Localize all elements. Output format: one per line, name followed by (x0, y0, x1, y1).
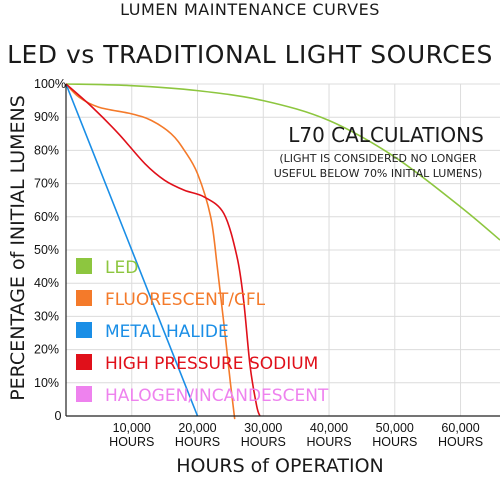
legend-label-metal-halide: METAL HALIDE (105, 322, 229, 342)
legend: LED FLUORESCENT/CFL METAL HALIDE HIGH PRESS… (76, 258, 329, 406)
x-tick-unit: HOURS (241, 435, 286, 449)
x-tick-label: 10,000 (113, 421, 151, 435)
y-axis-title: PERCENTAGE of INITIAL LUMENS (7, 95, 29, 401)
x-tick-label: 40,000 (310, 421, 348, 435)
legend-label-led: LED (105, 258, 138, 278)
axes (65, 84, 500, 417)
l70-annotation-title: L70 CALCULATIONS (288, 123, 484, 147)
legend-swatch-halogen-incandescent (76, 386, 92, 402)
x-axis-title: HOURS of OPERATION (176, 455, 384, 477)
y-tick-label: 90% (34, 110, 59, 124)
series-line-high-pressure-sodium (65, 83, 261, 417)
x-tick-unit: HOURS (438, 435, 483, 449)
y-tick-label: 60% (34, 210, 59, 224)
y-tick-label: 30% (34, 309, 59, 323)
x-tick-label: 20,000 (178, 421, 216, 435)
legend-label-halogen-incandescent: HALOGEN/INCANDESCENT (105, 386, 329, 406)
legend-label-fluorescent-cfl: FLUORESCENT/CFL (105, 290, 266, 310)
l70-annotation-line1: (LIGHT IS CONSIDERED NO LONGER (279, 152, 477, 165)
x-tick-label: 30,000 (244, 421, 282, 435)
chart-title-line2: LED vs TRADITIONAL LIGHT SOURCES (7, 40, 493, 69)
y-tick-labels: 100% 90% 80% 70% 60% 50% 40% 30% 20% 10% 0 (34, 77, 66, 423)
y-tick-label: 10% (34, 376, 59, 390)
y-tick-label: 40% (34, 276, 59, 290)
chart-title-line1: LUMEN MAINTENANCE CURVES (120, 0, 380, 19)
y-tick-label: 50% (34, 243, 59, 257)
x-tick-unit: HOURS (306, 435, 351, 449)
y-tick-label: 100% (34, 77, 66, 91)
l70-annotation-line2: USEFUL BELOW 70% INITIAL LUMENS) (274, 167, 483, 180)
series-line-fluorescent-cfl (65, 83, 236, 420)
x-tick-label: 60,000 (441, 421, 479, 435)
legend-swatch-led (76, 258, 92, 274)
legend-label-high-pressure-sodium: HIGH PRESSURE SODIUM (105, 354, 318, 374)
y-tick-label: 0 (55, 409, 62, 423)
grid-lines (66, 83, 500, 416)
series-line-metal-halide (65, 83, 199, 417)
legend-swatch-metal-halide (76, 322, 92, 338)
y-tick-label: 20% (34, 343, 59, 357)
x-tick-unit: HOURS (109, 435, 154, 449)
y-tick-label: 70% (34, 177, 59, 191)
x-tick-label: 50,000 (376, 421, 414, 435)
series-lines (65, 83, 500, 420)
x-tick-unit: HOURS (372, 435, 417, 449)
legend-swatch-fluorescent-cfl (76, 290, 92, 306)
y-tick-label: 80% (34, 143, 59, 157)
legend-swatch-high-pressure-sodium (76, 354, 92, 370)
x-tick-labels: 10,000HOURS20,000HOURS30,000HOURS40,000H… (109, 421, 483, 449)
x-tick-unit: HOURS (175, 435, 220, 449)
series-line-led (65, 83, 500, 241)
